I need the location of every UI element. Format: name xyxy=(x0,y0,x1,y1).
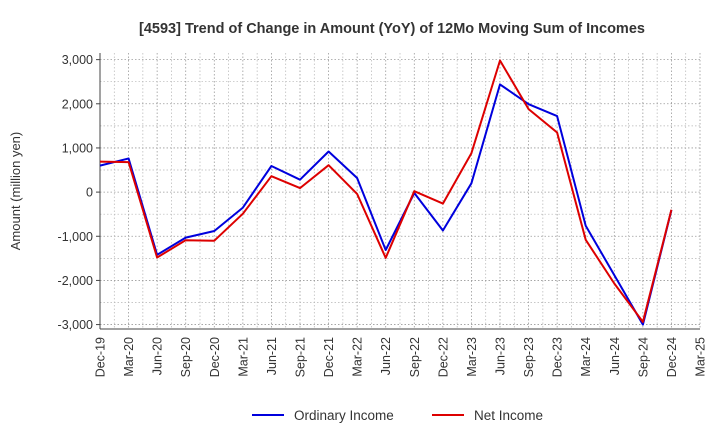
x-tick-label: Mar-21 xyxy=(236,337,250,377)
y-tick-label: -2,000 xyxy=(58,274,93,288)
x-tick-label: Mar-23 xyxy=(465,337,479,377)
grid xyxy=(99,53,701,329)
y-tick-label: 0 xyxy=(86,186,93,200)
x-tick-labels: Dec-19 Mar-20 Jun-20 Sep-20 Dec-20 Mar-21 Jun-… xyxy=(94,337,708,377)
series-lines xyxy=(99,59,673,326)
y-axis-label: Amount (million yen) xyxy=(8,132,23,251)
x-tick-label: Jun-23 xyxy=(494,337,508,375)
x-tick-label: Mar-25 xyxy=(694,337,708,377)
x-tick-label: Sep-23 xyxy=(522,337,536,377)
legend-label: Ordinary Income xyxy=(294,408,394,423)
x-tick-label: Mar-24 xyxy=(579,337,593,377)
y-tick-label: -1,000 xyxy=(58,230,93,244)
x-tick-label: Dec-22 xyxy=(436,337,450,377)
chart-title: [4593] Trend of Change in Amount (YoY) o… xyxy=(139,21,645,37)
x-tick-label: Jun-24 xyxy=(608,337,622,375)
x-tick-label: Dec-19 xyxy=(94,337,108,377)
x-tick-label: Sep-24 xyxy=(636,337,650,377)
x-tick-label: Jun-22 xyxy=(379,337,393,375)
legend-label: Net Income xyxy=(474,408,543,423)
y-tick-labels: -3,000 -2,000 -1,000 0 1,000 2,000 3,000 xyxy=(58,53,100,332)
series-line-ordinary-income xyxy=(99,83,673,326)
y-tick-label: 1,000 xyxy=(62,141,93,155)
x-tick-label: Sep-20 xyxy=(179,337,193,377)
x-tick-label: Jun-21 xyxy=(265,337,279,375)
y-tick-label: -3,000 xyxy=(58,318,93,332)
x-tick-label: Dec-21 xyxy=(322,337,336,377)
x-tick-label: Jun-20 xyxy=(151,337,165,375)
x-tick-label: Mar-20 xyxy=(122,337,136,377)
x-tick-label: Sep-22 xyxy=(408,337,422,377)
x-tick-label: Dec-20 xyxy=(208,337,222,377)
axes xyxy=(99,53,700,330)
x-tick-label: Sep-21 xyxy=(294,337,308,377)
x-tick-label: Dec-23 xyxy=(551,337,565,377)
y-tick-label: 2,000 xyxy=(62,97,93,111)
x-tick-label: Mar-22 xyxy=(351,337,365,377)
legend: Ordinary Income Net Income xyxy=(252,408,543,423)
series-line-net-income xyxy=(99,59,673,323)
y-tick-label: 3,000 xyxy=(62,53,93,67)
x-tick-label: Dec-24 xyxy=(665,337,679,377)
